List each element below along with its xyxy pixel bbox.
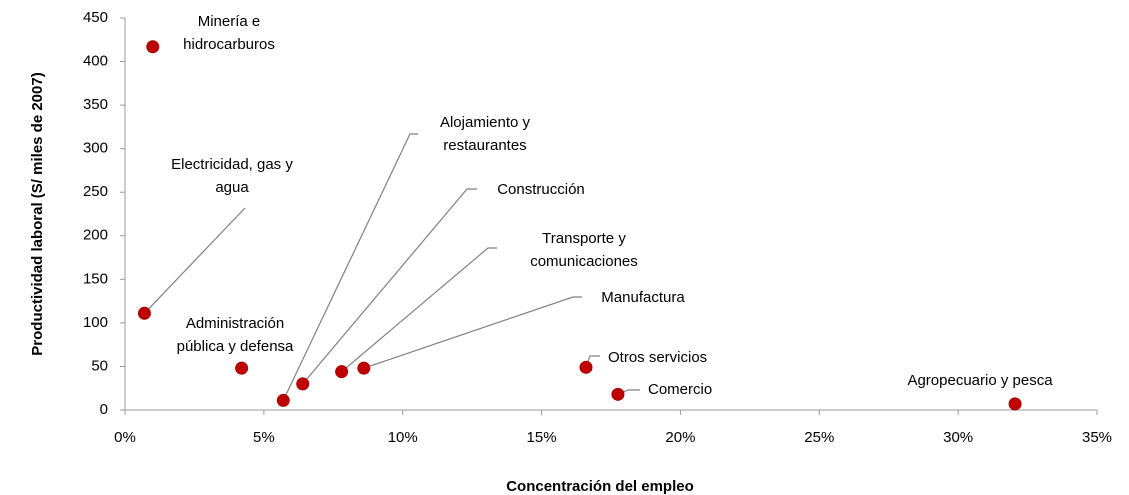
point-label: restaurantes <box>443 137 526 154</box>
point-label: agua <box>215 179 249 196</box>
x-tick-label: 35% <box>1082 429 1112 446</box>
point <box>611 387 625 401</box>
point-label: Construcción <box>497 181 585 198</box>
x-axis-title: Concentración del empleo <box>506 478 694 495</box>
x-tick-label: 0% <box>114 429 136 446</box>
y-tick-label: 300 <box>83 140 108 157</box>
point <box>335 365 349 379</box>
point-label: Agropecuario y pesca <box>907 372 1053 389</box>
point-label: Minería e <box>198 13 261 30</box>
point-label: comunicaciones <box>530 253 638 270</box>
point <box>579 360 593 374</box>
x-tick-label: 30% <box>943 429 973 446</box>
leader-line <box>302 188 477 385</box>
point-label: Alojamiento y <box>440 114 531 131</box>
y-tick-label: 450 <box>83 9 108 26</box>
y-tick-label: 150 <box>83 270 108 287</box>
point-label: Otros servicios <box>608 349 707 366</box>
leader-line <box>363 296 582 369</box>
x-tick-label: 5% <box>253 429 275 446</box>
y-axis-title: Productividad laboral (S/ miles de 2007) <box>29 72 46 355</box>
point-label: Administración <box>186 315 284 332</box>
point <box>137 306 151 320</box>
point-label: Transporte y <box>542 230 626 247</box>
x-tick-label: 25% <box>804 429 834 446</box>
point <box>1008 397 1022 411</box>
x-tick-label: 15% <box>527 429 557 446</box>
y-tick-label: 200 <box>83 227 108 244</box>
y-tick-label: 400 <box>83 53 108 70</box>
x-tick-label: 10% <box>388 429 418 446</box>
y-tick-label: 100 <box>83 314 108 331</box>
point <box>146 40 160 54</box>
point-label: Comercio <box>648 381 712 398</box>
point-label: hidrocarburos <box>183 36 275 53</box>
point <box>357 361 371 375</box>
point-label: pública y defensa <box>177 338 294 355</box>
y-tick-label: 250 <box>83 183 108 200</box>
x-tick-label: 20% <box>665 429 695 446</box>
leader-line <box>144 207 246 314</box>
y-tick-label: 350 <box>83 96 108 113</box>
leader-line <box>282 133 418 401</box>
leader-line <box>341 247 497 373</box>
point <box>276 393 290 407</box>
point-label: Electricidad, gas y <box>171 156 293 173</box>
y-tick-label: 0 <box>100 401 108 418</box>
point-label: Manufactura <box>601 289 685 306</box>
point <box>296 377 310 391</box>
y-tick-label: 50 <box>91 357 108 374</box>
point <box>235 361 249 375</box>
